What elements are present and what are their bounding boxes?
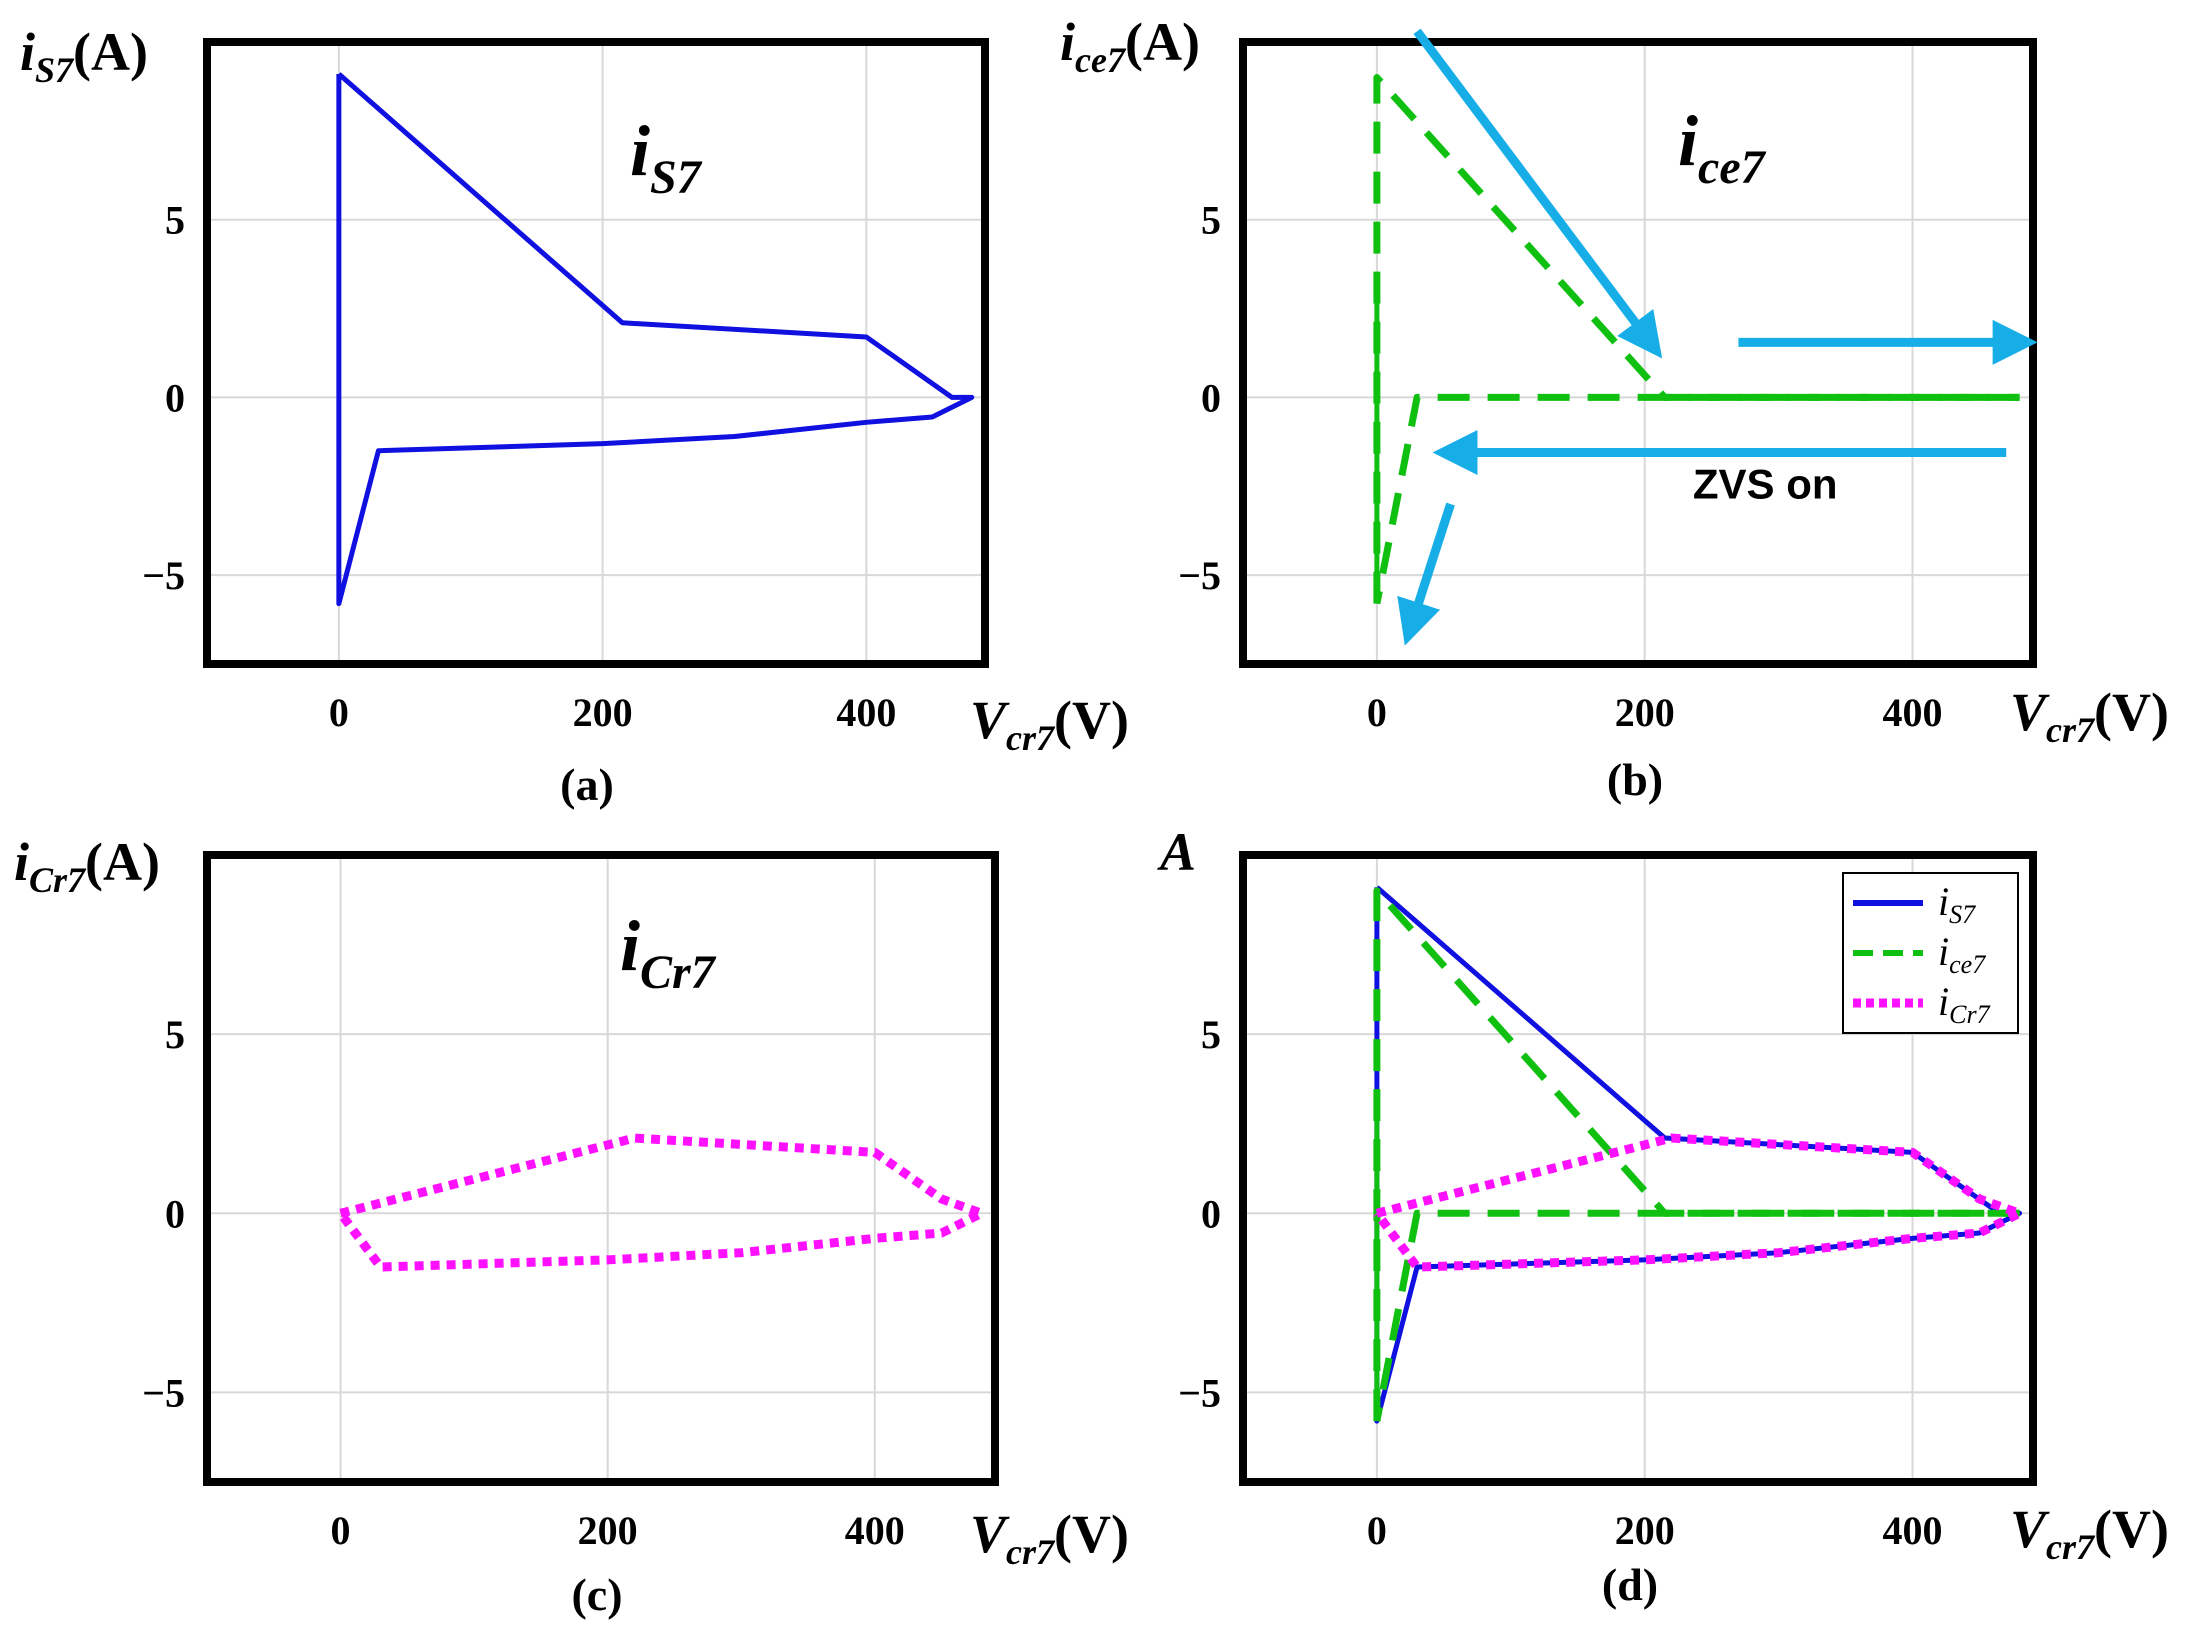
legend-label-0: iS7: [1938, 879, 1976, 929]
x-tick-label: 200: [573, 690, 633, 735]
x-axis-label-unit: (V): [1054, 690, 1129, 750]
x-axis-label-unit: (V): [2094, 682, 2169, 742]
zvs-annotation: ZVS on: [1693, 461, 1838, 508]
y-tick-label: 0: [165, 1191, 185, 1236]
direction-arrow-0: [1413, 28, 1663, 359]
y-tick-label: 0: [1201, 1191, 1221, 1236]
y-axis-label-main: A: [1157, 822, 1196, 882]
y-tick-label: 5: [165, 198, 185, 243]
y-tick-label: 0: [165, 375, 185, 420]
legend-label-main: i: [1938, 879, 1949, 924]
x-tick-label: 400: [1882, 690, 1942, 735]
y-tick-label: −5: [142, 553, 185, 598]
x-tick-label: 400: [836, 690, 896, 735]
x-axis-label: Vcr7(V): [2010, 682, 2169, 750]
x-axis-label-main: V: [2010, 1499, 2050, 1559]
direction-arrow-3: [1397, 502, 1455, 646]
series-title-sub: ce7: [1698, 141, 1767, 194]
series-line-1: [1373, 393, 2020, 605]
y-tick-label: 0: [1201, 375, 1221, 420]
series-line-0: [336, 1133, 987, 1272]
panel-caption: (b): [1607, 754, 1663, 805]
series-title-sub: Cr7: [640, 946, 717, 999]
legend-label-main: i: [1938, 929, 1949, 974]
legend-label-2: iCr7: [1938, 979, 1991, 1029]
series-title: ice7: [1678, 101, 1767, 194]
x-tick-label: 0: [1367, 1508, 1387, 1553]
series-title-main: i: [620, 906, 640, 986]
x-axis-label: Vcr7(V): [970, 690, 1129, 758]
series-title: iCr7: [620, 906, 717, 999]
y-axis-label-sub: S7: [35, 50, 75, 90]
x-axis-label: Vcr7(V): [2010, 1499, 2169, 1567]
x-axis-label-main: V: [970, 690, 1010, 750]
y-tick-label: −5: [142, 1370, 185, 1415]
series-title: iS7: [630, 111, 703, 204]
plot-frame: [203, 38, 989, 668]
y-axis-label-sub: Cr7: [29, 860, 87, 900]
x-axis-label-unit: (V): [2094, 1499, 2169, 1559]
x-axis-label: Vcr7(V): [970, 1504, 1129, 1572]
y-axis-label-main: i: [1060, 12, 1075, 72]
y-axis-label: iCr7(A): [14, 832, 160, 900]
y-tick-label: −5: [1178, 1370, 1221, 1415]
plot-frame: [1239, 851, 2037, 1486]
x-tick-label: 0: [1367, 690, 1387, 735]
panel-caption: (d): [1602, 1559, 1658, 1610]
x-tick-label: 200: [1615, 1508, 1675, 1553]
y-tick-label: 5: [165, 1012, 185, 1057]
x-tick-label: 0: [329, 690, 349, 735]
x-tick-label: 0: [331, 1508, 351, 1553]
y-axis-label: A: [1157, 822, 1196, 882]
y-axis-label-sub: ce7: [1075, 40, 1127, 80]
x-axis-label-main: V: [970, 1504, 1010, 1564]
y-tick-label: 5: [1201, 198, 1221, 243]
series-title-main: i: [630, 111, 650, 191]
legend-label-sub: Cr7: [1949, 1000, 1990, 1029]
legend-label-1: ice7: [1938, 929, 1986, 979]
x-axis-label-sub: cr7: [1006, 718, 1056, 758]
legend-label-sub: S7: [1949, 900, 1976, 929]
panel-caption: (a): [560, 759, 614, 810]
panel-caption: (c): [571, 1569, 622, 1620]
y-tick-label: 5: [1201, 1012, 1221, 1057]
legend-label-main: i: [1938, 979, 1949, 1024]
x-axis-label-main: V: [2010, 682, 2050, 742]
plot-frame: [203, 851, 999, 1486]
y-axis-label-unit: (A): [85, 832, 160, 892]
series-title-sub: S7: [650, 151, 703, 204]
series-title-main: i: [1678, 101, 1698, 181]
series-line-0: [336, 72, 975, 607]
x-axis-label-sub: cr7: [1006, 1532, 1056, 1572]
y-tick-label: −5: [1178, 553, 1221, 598]
plot-frame: [1239, 38, 2037, 668]
x-tick-label: 400: [1882, 1508, 1942, 1553]
y-axis-label: ice7(A): [1060, 12, 1200, 80]
y-axis-label-main: i: [20, 22, 35, 82]
y-axis-label-main: i: [14, 832, 29, 892]
x-tick-label: 200: [1615, 690, 1675, 735]
x-axis-label-sub: cr7: [2046, 1527, 2096, 1567]
series-line-4: [1373, 1133, 2025, 1272]
y-axis-label-unit: (A): [1125, 12, 1200, 72]
legend-label-sub: ce7: [1949, 950, 1986, 979]
x-axis-label-unit: (V): [1054, 1504, 1129, 1564]
series-line-2: [1373, 1209, 2020, 1422]
y-axis-label-unit: (A): [73, 22, 148, 82]
x-tick-label: 200: [578, 1508, 638, 1553]
x-tick-label: 400: [845, 1508, 905, 1553]
x-axis-label-sub: cr7: [2046, 710, 2096, 750]
y-axis-label: iS7(A): [20, 22, 148, 90]
